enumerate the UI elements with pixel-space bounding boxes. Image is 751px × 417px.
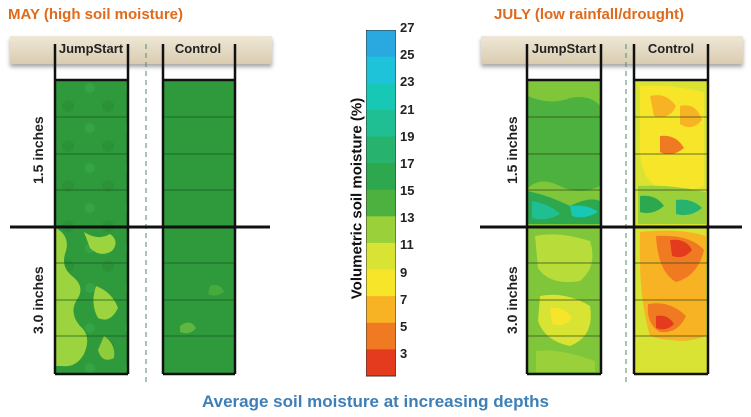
july-jumpstart-label: JumpStart <box>531 41 597 56</box>
scale-tick-label: 21 <box>400 101 415 117</box>
scale-tick-label: 19 <box>400 128 415 144</box>
scale-band <box>366 56 396 84</box>
scale-band <box>366 349 396 377</box>
scale-band <box>366 30 396 58</box>
may-panel-title: MAY (high soil moisture) <box>8 6 184 23</box>
scale-tick-label: 3 <box>400 346 408 361</box>
scale-band <box>366 109 396 137</box>
may-control-label: Control <box>174 41 222 56</box>
scale-tick-label: 23 <box>400 74 415 90</box>
july-moisture-map <box>480 44 742 386</box>
scale-tick-label: 15 <box>400 183 415 198</box>
may-moisture-map <box>10 44 270 386</box>
july-header-bar <box>481 36 743 64</box>
may-depth-1-5-label: 1.5 inches <box>30 116 46 184</box>
scale-band <box>366 269 396 297</box>
scale-band <box>366 189 396 217</box>
scale-tick-label: 11 <box>400 237 414 253</box>
scale-title: Volumetric soil moisture (%) <box>348 97 366 300</box>
scale-band <box>366 216 396 244</box>
scale-band <box>366 83 396 111</box>
scale-tick-label: 13 <box>400 210 415 226</box>
figure-caption: Average soil moisture at increasing dept… <box>201 392 550 411</box>
scale-band <box>366 242 396 271</box>
july-depth-1-5-label: 1.5 inches <box>504 116 520 184</box>
july-control-label: Control <box>647 41 695 56</box>
scale-band <box>366 296 396 324</box>
scale-tick-label: 17 <box>400 155 415 171</box>
july-panel-title: JULY (low rainfall/drought) <box>494 6 685 23</box>
scale-tick-label: 25 <box>400 47 415 63</box>
july-depth-3-0-label: 3.0 inches <box>504 266 520 334</box>
may-jumpstart-label: JumpStart <box>58 41 124 56</box>
scale-tick-label: 5 <box>400 318 408 334</box>
scale-band <box>366 322 396 350</box>
scale-tick-label: 27 <box>400 20 415 35</box>
may-depth-3-0-label: 3.0 inches <box>30 266 46 334</box>
scale-tick-label: 7 <box>400 291 408 307</box>
scale-tick-label: 9 <box>400 264 408 280</box>
moisture-color-scale <box>366 30 396 377</box>
scale-band <box>366 136 396 164</box>
may-header-bar <box>10 36 272 64</box>
scale-band <box>366 163 396 191</box>
